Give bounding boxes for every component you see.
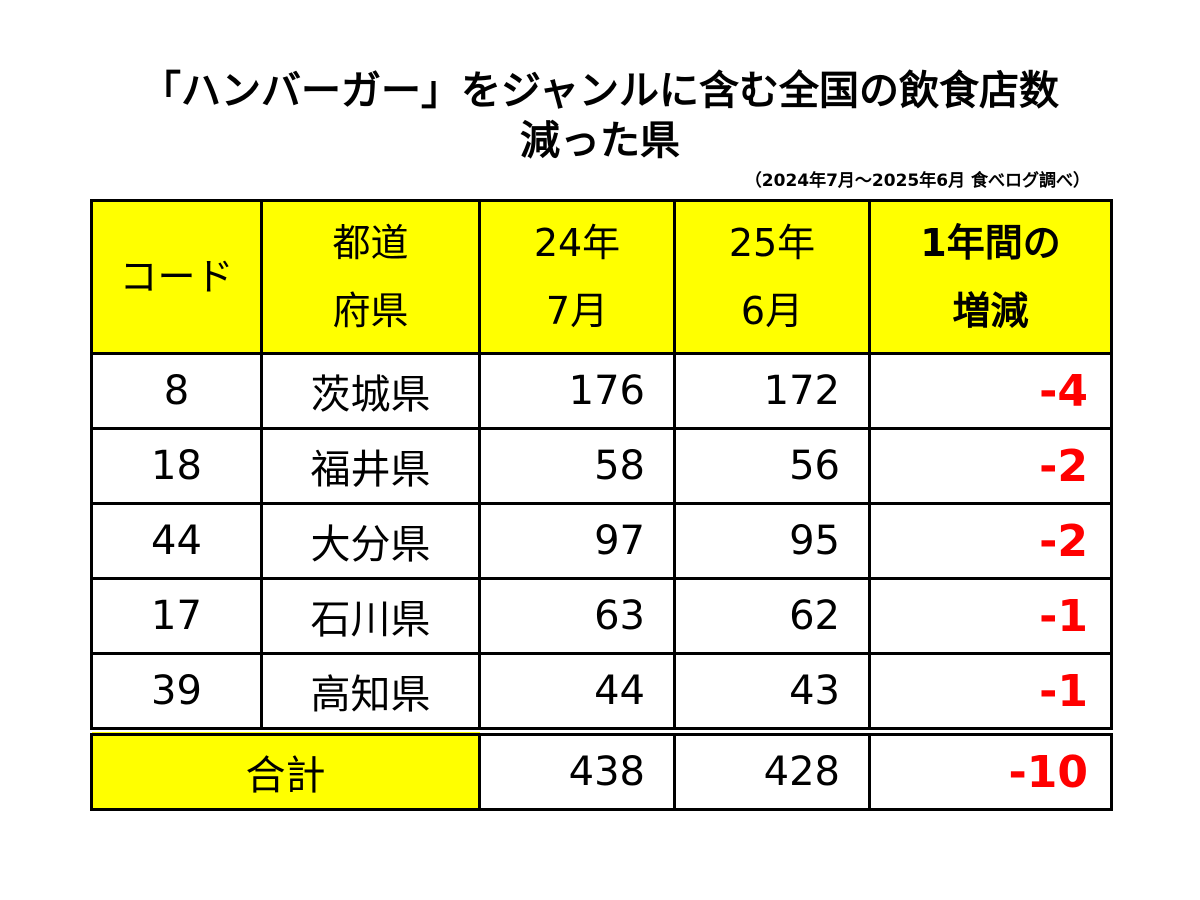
cell-code: 18 [90, 427, 263, 505]
cell-prefecture: 茨城県 [260, 352, 481, 430]
total-change: -10 [868, 727, 1113, 811]
cell-code: 44 [90, 502, 263, 580]
data-table: コード 都道 府県 24年 7月 25年 6月 1年間の 増減 8 茨城県 17… [90, 199, 1113, 811]
cell-2025: 95 [673, 502, 871, 580]
cell-change: -2 [868, 427, 1113, 505]
header-prefecture: 都道 府県 [260, 199, 481, 355]
table-row: 44 大分県 97 95 -2 [90, 502, 1113, 580]
cell-2024: 63 [478, 577, 676, 655]
table-total-row: 合計 438 428 -10 [90, 727, 1113, 811]
header-annual-change: 1年間の 増減 [868, 199, 1113, 355]
cell-2024: 176 [478, 352, 676, 430]
cell-change: -1 [868, 652, 1113, 733]
cell-code: 17 [90, 577, 263, 655]
page-title: 「ハンバーガー」をジャンルに含む全国の飲食店数 [141, 68, 1059, 114]
total-2025: 428 [673, 727, 871, 811]
total-2024: 438 [478, 727, 676, 811]
cell-code: 8 [90, 352, 263, 430]
cell-code: 39 [90, 652, 263, 733]
cell-change: -4 [868, 352, 1113, 430]
cell-prefecture: 大分県 [260, 502, 481, 580]
cell-2025: 62 [673, 577, 871, 655]
cell-prefecture: 石川県 [260, 577, 481, 655]
cell-prefecture: 高知県 [260, 652, 481, 733]
total-label: 合計 [90, 727, 481, 811]
cell-2024: 58 [478, 427, 676, 505]
page-subtitle: 減った県 [520, 118, 680, 164]
header-code: コード [90, 199, 263, 355]
cell-2024: 97 [478, 502, 676, 580]
source-note: （2024年7月～2025年6月 食べログ調べ） [744, 171, 1090, 191]
header-2025-june: 25年 6月 [673, 199, 871, 355]
cell-2024: 44 [478, 652, 676, 733]
table-header-row: コード 都道 府県 24年 7月 25年 6月 1年間の 増減 [90, 199, 1113, 355]
table-row: 8 茨城県 176 172 -4 [90, 352, 1113, 430]
table-row: 39 高知県 44 43 -1 [90, 652, 1113, 733]
cell-change: -1 [868, 577, 1113, 655]
table-row: 18 福井県 58 56 -2 [90, 427, 1113, 505]
cell-change: -2 [868, 502, 1113, 580]
cell-2025: 172 [673, 352, 871, 430]
cell-2025: 43 [673, 652, 871, 733]
cell-2025: 56 [673, 427, 871, 505]
table-row: 17 石川県 63 62 -1 [90, 577, 1113, 655]
header-2024-july: 24年 7月 [478, 199, 676, 355]
cell-prefecture: 福井県 [260, 427, 481, 505]
